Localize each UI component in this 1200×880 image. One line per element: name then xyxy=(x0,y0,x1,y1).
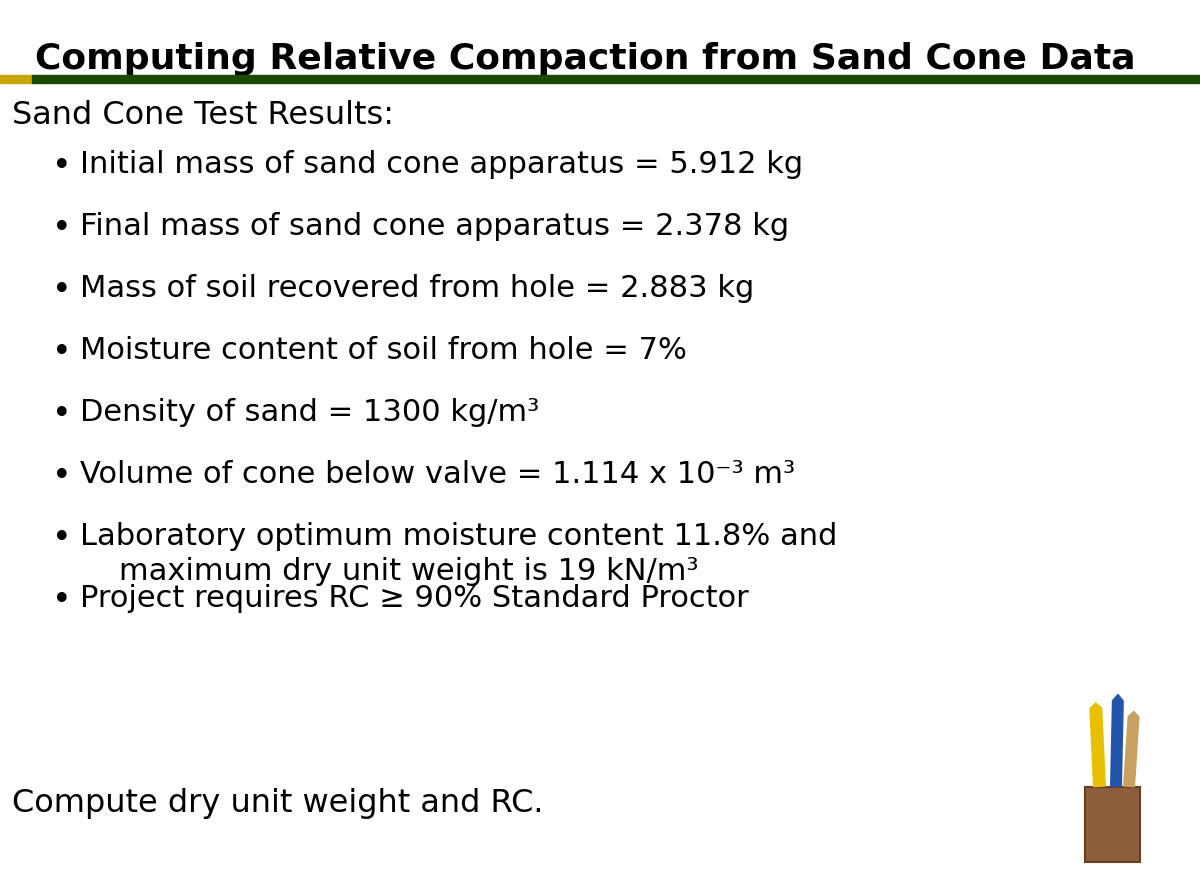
Text: Compute dry unit weight and RC.: Compute dry unit weight and RC. xyxy=(12,788,544,819)
Text: •: • xyxy=(52,460,72,493)
Text: •: • xyxy=(52,336,72,369)
FancyArrow shape xyxy=(1110,693,1124,787)
Bar xyxy=(32,75,1200,83)
FancyArrow shape xyxy=(1090,702,1106,788)
Text: •: • xyxy=(52,522,72,555)
Text: Final mass of sand cone apparatus = 2.378 kg: Final mass of sand cone apparatus = 2.37… xyxy=(80,212,790,241)
Text: •: • xyxy=(52,584,72,617)
Text: Laboratory optimum moisture content 11.8% and
    maximum dry unit weight is 19 : Laboratory optimum moisture content 11.8… xyxy=(80,522,838,586)
Text: Volume of cone below valve = 1.114 x 10⁻³ m³: Volume of cone below valve = 1.114 x 10⁻… xyxy=(80,460,796,489)
Bar xyxy=(1085,787,1140,862)
Text: Moisture content of soil from hole = 7%: Moisture content of soil from hole = 7% xyxy=(80,336,686,365)
Text: Computing Relative Compaction from Sand Cone Data: Computing Relative Compaction from Sand … xyxy=(35,42,1135,76)
Text: Sand Cone Test Results:: Sand Cone Test Results: xyxy=(12,100,394,131)
Text: Mass of soil recovered from hole = 2.883 kg: Mass of soil recovered from hole = 2.883… xyxy=(80,274,755,303)
Bar xyxy=(0,75,32,83)
Text: •: • xyxy=(52,150,72,183)
Text: •: • xyxy=(52,398,72,431)
Text: Initial mass of sand cone apparatus = 5.912 kg: Initial mass of sand cone apparatus = 5.… xyxy=(80,150,803,179)
Text: Density of sand = 1300 kg/m³: Density of sand = 1300 kg/m³ xyxy=(80,398,539,427)
FancyArrow shape xyxy=(1123,710,1140,788)
Text: •: • xyxy=(52,212,72,245)
Text: •: • xyxy=(52,274,72,307)
Text: Project requires RC ≥ 90% Standard Proctor: Project requires RC ≥ 90% Standard Proct… xyxy=(80,584,749,613)
